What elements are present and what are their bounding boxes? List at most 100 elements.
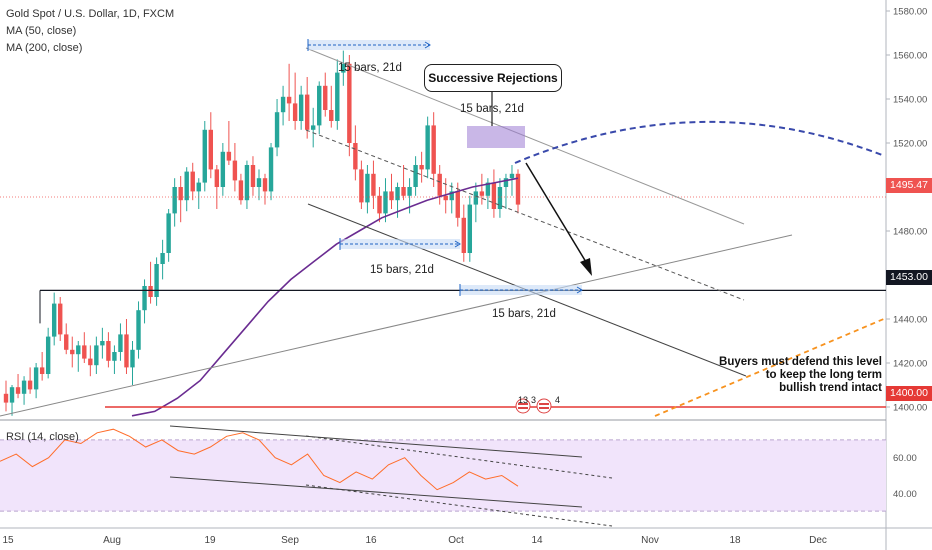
bars-range-top-arrow bbox=[424, 41, 431, 49]
candle-body bbox=[82, 345, 87, 359]
candle-body bbox=[166, 213, 171, 253]
bottom-price-tag: 1400.00 bbox=[886, 386, 932, 401]
candle-body bbox=[172, 187, 177, 214]
candle-body bbox=[88, 358, 93, 366]
candle-body bbox=[184, 171, 189, 201]
candle-body bbox=[238, 180, 244, 201]
candle-body bbox=[100, 341, 105, 346]
x-tick-label: Nov bbox=[641, 535, 659, 546]
x-tick-label: Sep bbox=[281, 535, 299, 546]
x-tick-label: 14 bbox=[531, 535, 543, 546]
y-tick-label: 1400.00 bbox=[893, 403, 927, 414]
candle-body bbox=[94, 345, 99, 366]
candle-body bbox=[467, 204, 473, 253]
ma50-line bbox=[131, 177, 519, 417]
rsi-line bbox=[0, 428, 519, 491]
rsi-label: RSI (14, close) bbox=[6, 431, 79, 443]
candle-body bbox=[178, 187, 183, 201]
candle-body bbox=[39, 367, 45, 374]
candle-body bbox=[503, 178, 509, 187]
candle-body bbox=[160, 253, 165, 264]
orange-trend-dashed bbox=[654, 317, 887, 417]
candle-body bbox=[208, 129, 213, 170]
candle-body bbox=[491, 182, 497, 209]
x-tick-label: 19 bbox=[204, 535, 216, 546]
candle-body bbox=[461, 217, 466, 253]
rsi-upper-trend bbox=[169, 425, 583, 458]
event-flag-stripe bbox=[539, 403, 549, 405]
y-tick-label: 1480.00 bbox=[893, 227, 927, 238]
candle-body bbox=[220, 151, 226, 187]
candle-body bbox=[292, 103, 298, 121]
candle-body bbox=[298, 94, 304, 121]
bars-label-low: 15 bars, 21d bbox=[370, 264, 434, 276]
candle-body bbox=[371, 173, 376, 196]
rsi-tick-label: 40.00 bbox=[893, 489, 917, 500]
event-badge-1[interactable]: 13 bbox=[518, 395, 529, 405]
candle-body bbox=[33, 367, 39, 390]
candle-body bbox=[383, 191, 388, 214]
x-tick-label: Oct bbox=[448, 535, 464, 546]
x-tick-label: Dec bbox=[809, 535, 827, 546]
candle-body bbox=[76, 345, 81, 355]
event-flag-stripe bbox=[539, 407, 549, 409]
y-tick-label: 1560.00 bbox=[893, 51, 927, 62]
x-tick-label: 16 bbox=[365, 535, 377, 546]
candle-body bbox=[377, 195, 382, 214]
candle-body bbox=[401, 187, 406, 196]
candle-body bbox=[274, 112, 280, 148]
candle-body bbox=[262, 178, 268, 192]
candle-body bbox=[473, 191, 479, 205]
y-tick-label: 1520.00 bbox=[893, 139, 927, 150]
projection-arrow-line bbox=[525, 162, 587, 263]
candle-body bbox=[136, 310, 141, 350]
candle-body bbox=[21, 380, 27, 394]
candle-body bbox=[268, 147, 274, 192]
candle-body bbox=[437, 173, 442, 196]
candle-body bbox=[359, 169, 364, 203]
candle-body bbox=[304, 94, 310, 130]
candle-body bbox=[509, 173, 515, 179]
buyers-line-2: to keep the long term bbox=[765, 369, 882, 381]
candle-body bbox=[250, 165, 256, 187]
buyers-annotation: Buyers must defend this level to keep th… bbox=[660, 356, 882, 395]
current-price-tag: 1495.47 bbox=[886, 178, 932, 193]
candle-body bbox=[347, 63, 352, 143]
candle-body bbox=[142, 286, 147, 311]
x-tick-label: Aug bbox=[103, 535, 121, 546]
candle-body bbox=[232, 160, 238, 181]
bars-label-top: 15 bars, 21d bbox=[338, 62, 402, 74]
rsi-tick-label: 60.00 bbox=[893, 453, 917, 464]
candle-body bbox=[9, 387, 15, 403]
candle-body bbox=[112, 352, 117, 361]
y-tick-label: 1440.00 bbox=[893, 315, 927, 326]
rsi-band bbox=[0, 439, 886, 512]
candle-body bbox=[443, 195, 448, 201]
event-badge-2[interactable]: 3 bbox=[531, 395, 537, 405]
event-flag-icon bbox=[515, 398, 531, 414]
candle-body bbox=[130, 349, 135, 368]
candle-body bbox=[455, 191, 460, 218]
candle-body bbox=[311, 125, 316, 130]
event-badge-3[interactable]: 4 bbox=[555, 395, 561, 405]
candle-body bbox=[431, 125, 436, 174]
candle-body bbox=[202, 129, 207, 183]
candle-body bbox=[286, 96, 292, 104]
x-tick-label: 18 bbox=[729, 535, 741, 546]
candle-body bbox=[413, 165, 418, 187]
candle-body bbox=[196, 182, 201, 192]
candle-body bbox=[515, 173, 521, 205]
y-tick-label: 1540.00 bbox=[893, 95, 927, 106]
candle-body bbox=[365, 173, 370, 203]
candle-body bbox=[256, 178, 262, 187]
bars-range-low-arrow bbox=[454, 240, 461, 248]
ma50-legend: MA (50, close) bbox=[6, 25, 77, 37]
projection-curve bbox=[514, 120, 883, 164]
event-flag-stripe bbox=[518, 403, 528, 405]
candle-body bbox=[341, 63, 346, 73]
candle-body bbox=[148, 286, 153, 297]
event-flag-stripe bbox=[518, 407, 528, 409]
bars-range-bottom-arrow bbox=[576, 286, 583, 294]
candle-body bbox=[479, 191, 485, 196]
